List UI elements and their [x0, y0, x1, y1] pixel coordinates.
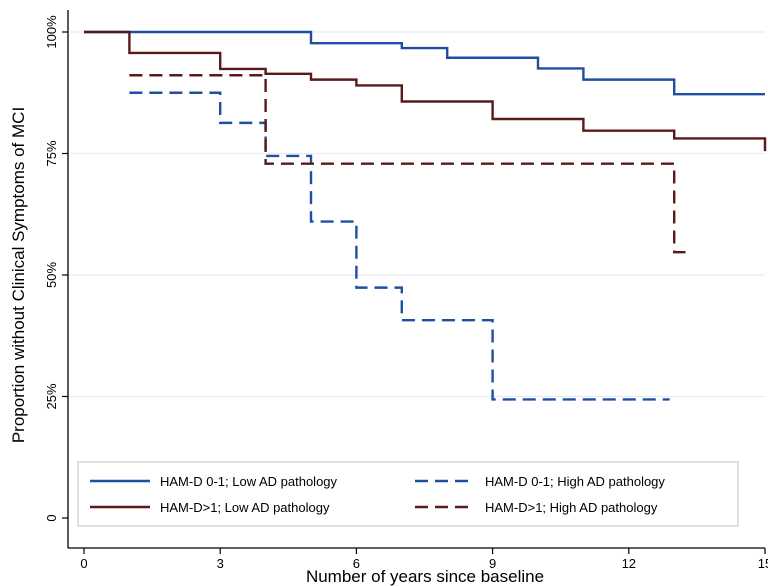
- legend-label-ham-d-0-1-low: HAM-D 0-1; Low AD pathology: [160, 474, 338, 489]
- x-tick-label-1: 3: [217, 556, 224, 571]
- x-tick-label-0: 0: [80, 556, 87, 571]
- ticks: 0 25% 50% 75% 100% 0 3 6 9 12 15: [44, 15, 768, 571]
- y-tick-label-2: 50%: [44, 262, 59, 288]
- series-line-ham-d-gt1-low: [84, 30, 767, 152]
- x-tick-label-2: 6: [353, 556, 360, 571]
- legend-box: [77, 461, 739, 527]
- legend: HAM-D 0-1; Low AD pathology HAM-D 0-1; H…: [77, 461, 739, 527]
- legend-label-ham-d-gt1-high: HAM-D>1; High AD pathology: [485, 500, 658, 515]
- x-tick-label-3: 9: [489, 556, 496, 571]
- y-tick-label-0: 0: [44, 514, 59, 521]
- series-lines: [84, 30, 767, 401]
- y-tick-label-4: 100%: [44, 15, 59, 49]
- x-tick-label-5: 15: [758, 556, 768, 571]
- x-axis-title: Number of years since baseline: [306, 567, 544, 586]
- axes: [67, 10, 765, 549]
- x-tick-label-4: 12: [622, 556, 636, 571]
- y-tick-label-3: 75%: [44, 140, 59, 166]
- series-line-ham-d-gt1-high: [129, 74, 688, 254]
- series-line-ham-d-0-1-high: [129, 91, 670, 401]
- legend-label-ham-d-gt1-low: HAM-D>1; Low AD pathology: [160, 500, 330, 515]
- y-axis-title: Proportion without Clinical Symptoms of …: [9, 107, 28, 443]
- series-line-ham-d-0-1-low: [84, 30, 765, 96]
- y-tick-label-1: 25%: [44, 383, 59, 409]
- legend-label-ham-d-0-1-high: HAM-D 0-1; High AD pathology: [485, 474, 665, 489]
